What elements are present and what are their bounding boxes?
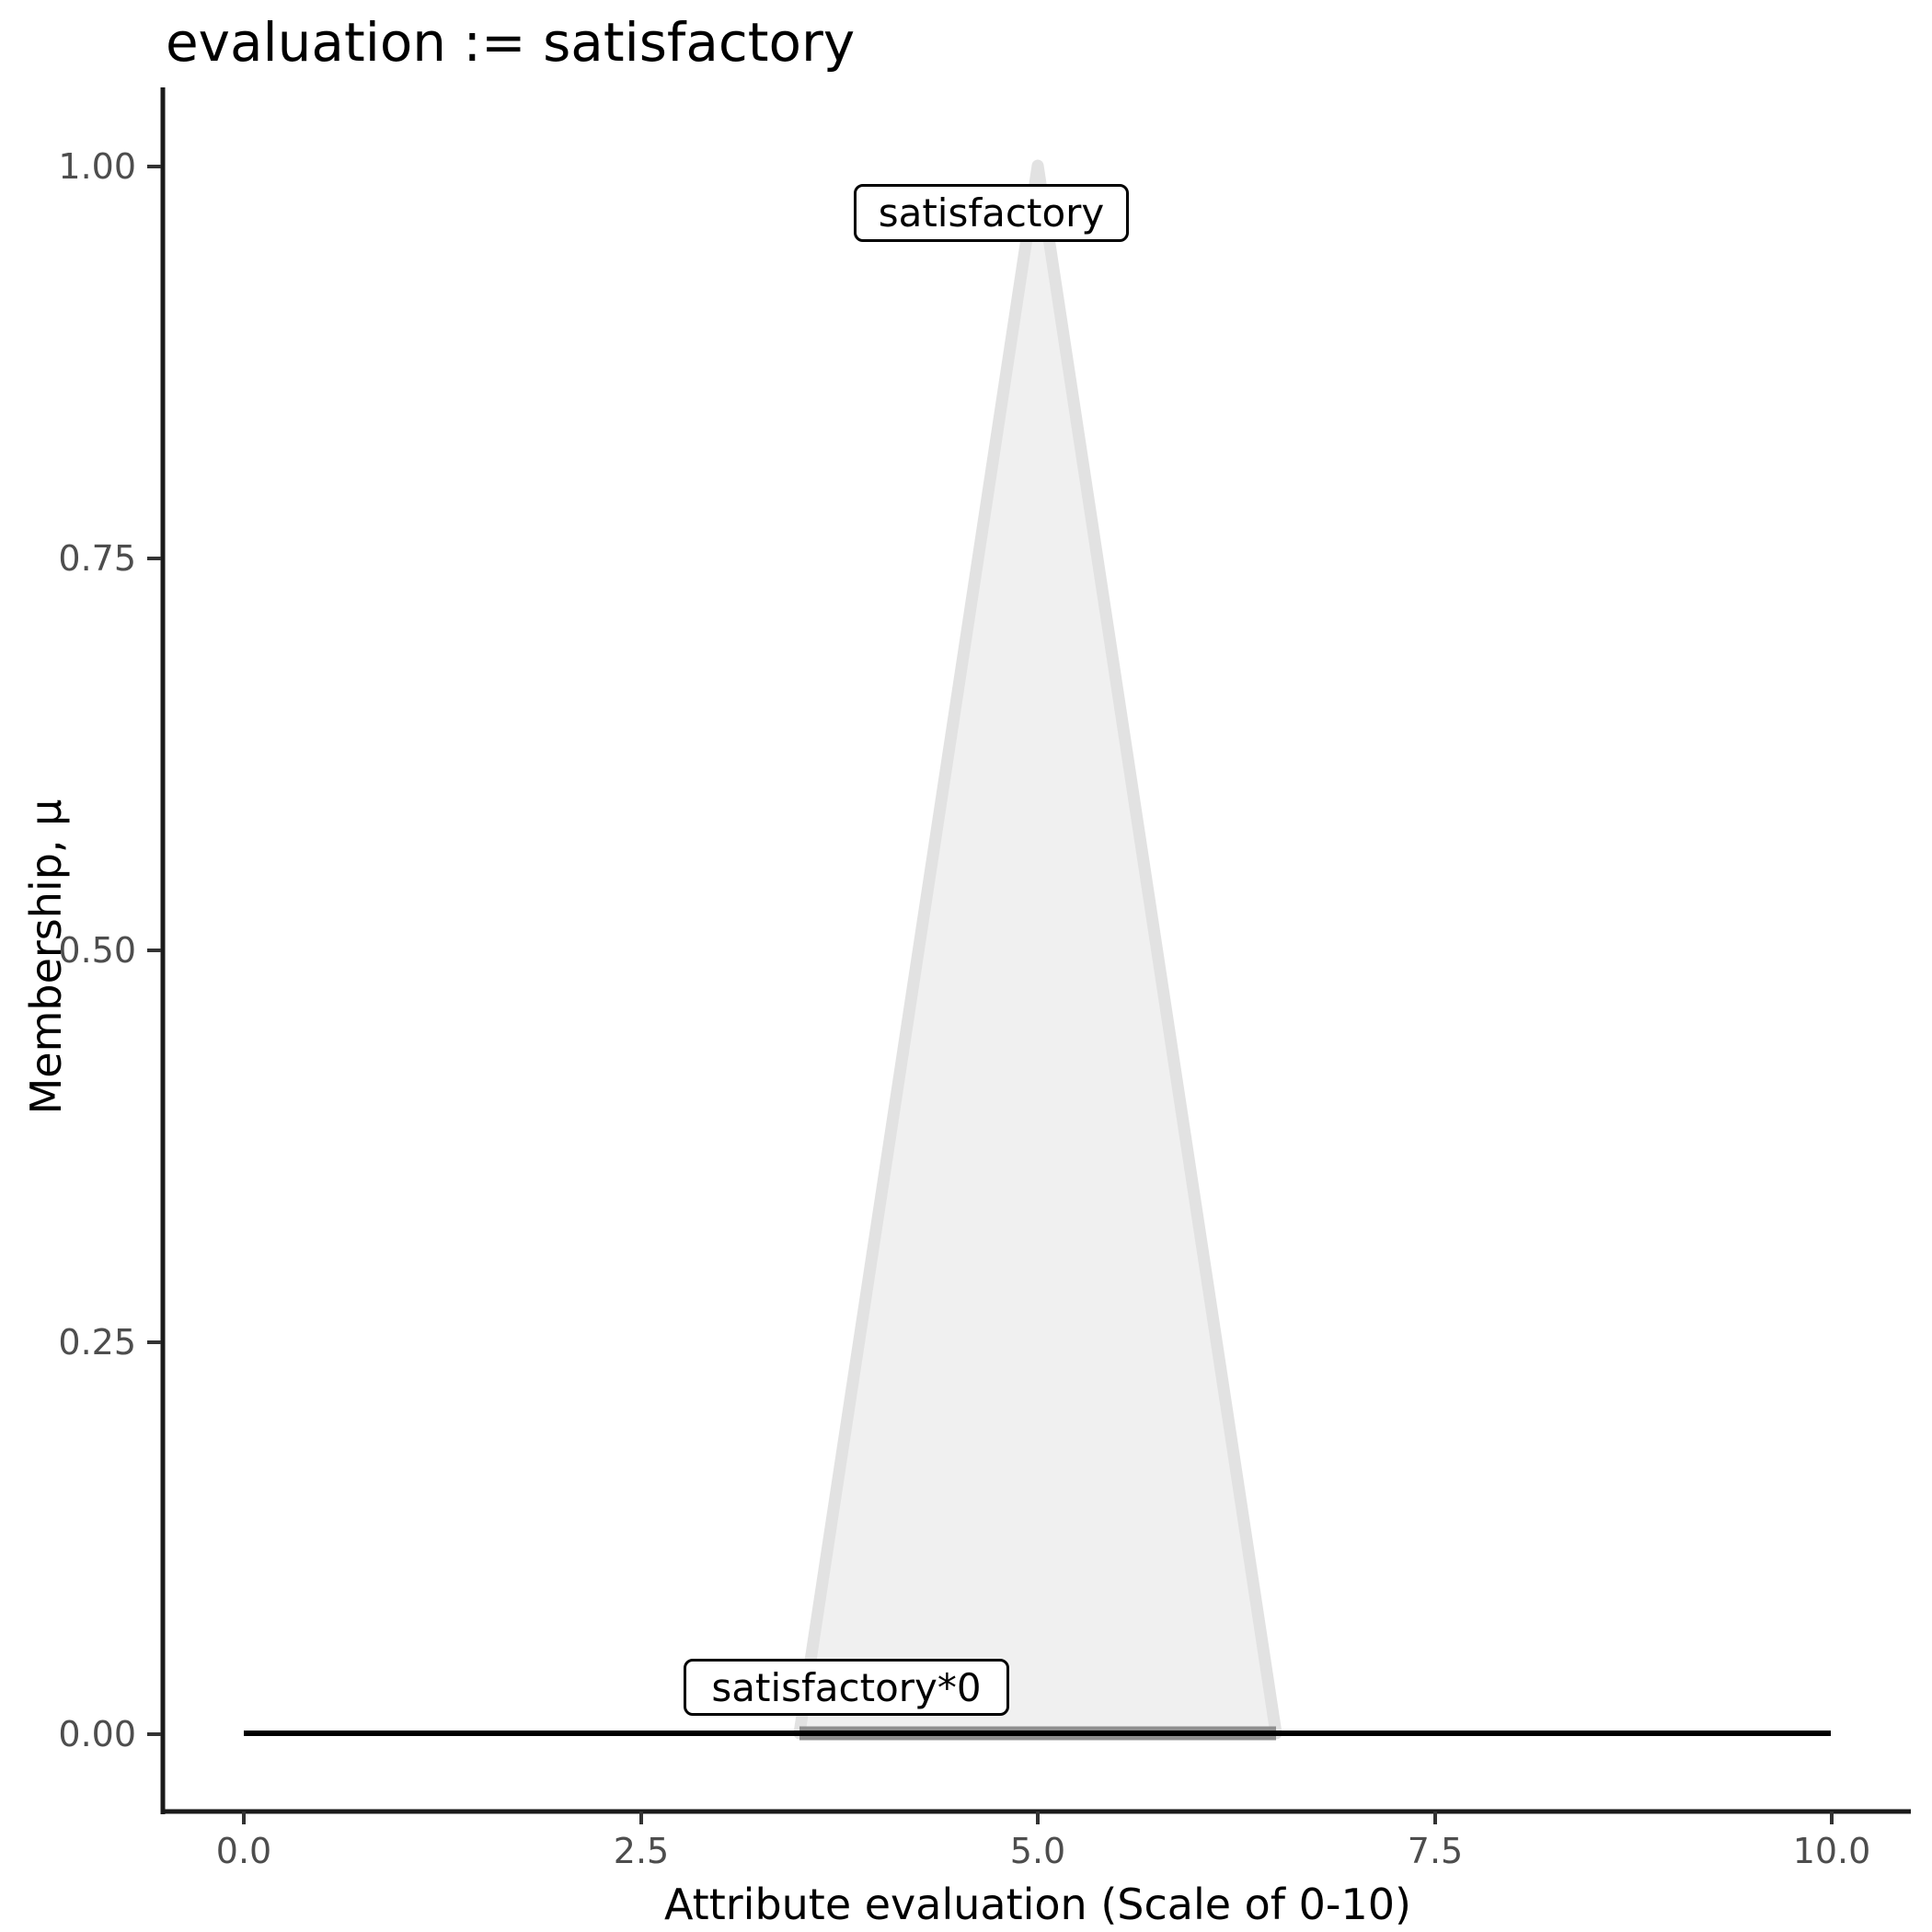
y-tick-label: 0.00 xyxy=(58,1714,136,1754)
x-tick-label: 10.0 xyxy=(1793,1831,1871,1871)
y-tick-label: 1.00 xyxy=(58,146,136,187)
x-axis-title: Attribute evaluation (Scale of 0-10) xyxy=(664,1880,1411,1929)
x-tick-label: 0.0 xyxy=(216,1831,271,1871)
x-tick-label: 7.5 xyxy=(1408,1831,1463,1871)
annotation-satisfactory: satisfactory xyxy=(854,184,1129,242)
plot-title: evaluation := satisfactory xyxy=(166,11,856,74)
x-tick-label: 5.0 xyxy=(1010,1831,1065,1871)
annotation-satisfactory-times-zero: satisfactory*0 xyxy=(684,1659,1009,1716)
y-tick-label: 0.25 xyxy=(58,1322,136,1363)
y-tick-label: 0.50 xyxy=(58,930,136,971)
x-tick-label: 2.5 xyxy=(614,1831,669,1871)
annotation-satisfactory-text: satisfactory xyxy=(878,190,1105,236)
y-tick-label: 0.75 xyxy=(58,538,136,579)
annotation-satisfactory-times-zero-text: satisfactory*0 xyxy=(711,1664,982,1710)
membership-triangle-satisfactory xyxy=(793,159,1282,1740)
y-axis-title: Membership, μ xyxy=(21,799,71,1115)
